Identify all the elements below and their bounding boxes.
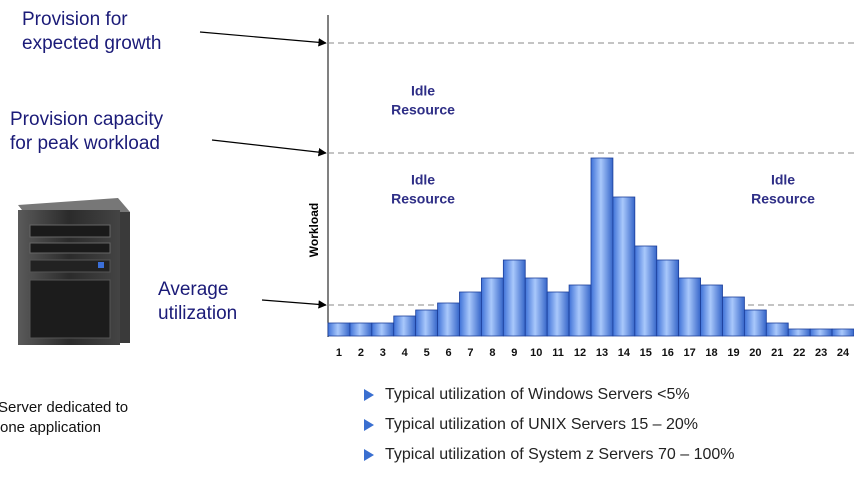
x-tick-label: 6 xyxy=(445,347,451,359)
x-tick-label: 19 xyxy=(727,347,739,359)
reference-label: Provision for xyxy=(22,9,128,30)
bar xyxy=(700,284,723,337)
annotation: Idle xyxy=(411,83,435,99)
bar xyxy=(371,322,395,337)
arrow xyxy=(199,31,327,47)
bar xyxy=(590,157,614,337)
bar xyxy=(678,277,701,337)
bullet-text: Typical utilization of UNIX Servers 15 –… xyxy=(385,416,698,433)
bullet-text: Typical utilization of System z Servers … xyxy=(385,446,735,463)
reference-label: utilization xyxy=(158,303,237,324)
x-tick-label: 10 xyxy=(530,347,542,359)
bullet-marker xyxy=(364,389,374,401)
arrow xyxy=(211,139,327,157)
bar xyxy=(459,291,482,337)
bar xyxy=(437,302,460,337)
bar xyxy=(481,277,504,337)
reference-label: Provision capacity xyxy=(10,109,164,130)
bar xyxy=(634,245,658,337)
x-tick-label: 22 xyxy=(793,347,805,359)
annotation: Resource xyxy=(391,191,455,207)
bar xyxy=(327,322,351,337)
bar xyxy=(568,284,592,337)
bar xyxy=(787,328,811,337)
x-tick-label: 7 xyxy=(467,347,473,359)
bar xyxy=(656,259,680,337)
x-tick-label: 17 xyxy=(684,347,696,359)
x-tick-label: 23 xyxy=(815,347,827,359)
x-tick-label: 3 xyxy=(380,347,386,359)
x-tick-label: 24 xyxy=(837,347,850,359)
reference-label: expected growth xyxy=(22,33,161,54)
annotation: Resource xyxy=(391,102,455,118)
x-tick-label: 18 xyxy=(705,347,717,359)
x-tick-label: 2 xyxy=(358,347,364,359)
caption: Server dedicated to xyxy=(0,399,128,416)
bar xyxy=(722,296,745,337)
x-tick-label: 20 xyxy=(749,347,761,359)
bar xyxy=(415,309,438,337)
bar xyxy=(765,322,789,337)
annotation: Idle xyxy=(411,172,435,188)
bar xyxy=(809,328,833,337)
bullet-text: Typical utilization of Windows Servers <… xyxy=(385,386,690,403)
bar xyxy=(393,315,417,337)
bar xyxy=(546,291,570,337)
x-tick-label: 4 xyxy=(402,347,409,359)
x-tick-label: 13 xyxy=(596,347,608,359)
x-tick-label: 21 xyxy=(771,347,783,359)
annotation: Resource xyxy=(751,191,815,207)
x-tick-label: 16 xyxy=(662,347,674,359)
bar xyxy=(502,259,526,337)
bar xyxy=(612,196,636,337)
x-tick-label: 11 xyxy=(552,347,564,359)
bar xyxy=(349,322,373,337)
x-tick-label: 14 xyxy=(618,347,631,359)
x-tick-label: 9 xyxy=(511,347,517,359)
caption: one application xyxy=(0,419,101,436)
annotation: Idle xyxy=(771,172,795,188)
server-icon xyxy=(18,198,130,345)
bar xyxy=(524,277,548,337)
x-tick-label: 8 xyxy=(489,347,495,359)
bullet-marker xyxy=(364,449,374,461)
reference-label: Average xyxy=(158,279,228,300)
y-axis-label: Workload xyxy=(307,203,321,257)
arrow xyxy=(261,299,327,309)
x-tick-label: 15 xyxy=(640,347,652,359)
x-tick-label: 1 xyxy=(336,347,342,359)
x-tick-label: 5 xyxy=(424,347,430,359)
bullet-marker xyxy=(364,419,374,431)
x-tick-label: 12 xyxy=(574,347,586,359)
bar xyxy=(831,328,854,337)
bar xyxy=(744,309,767,337)
reference-label: for peak workload xyxy=(10,133,160,154)
